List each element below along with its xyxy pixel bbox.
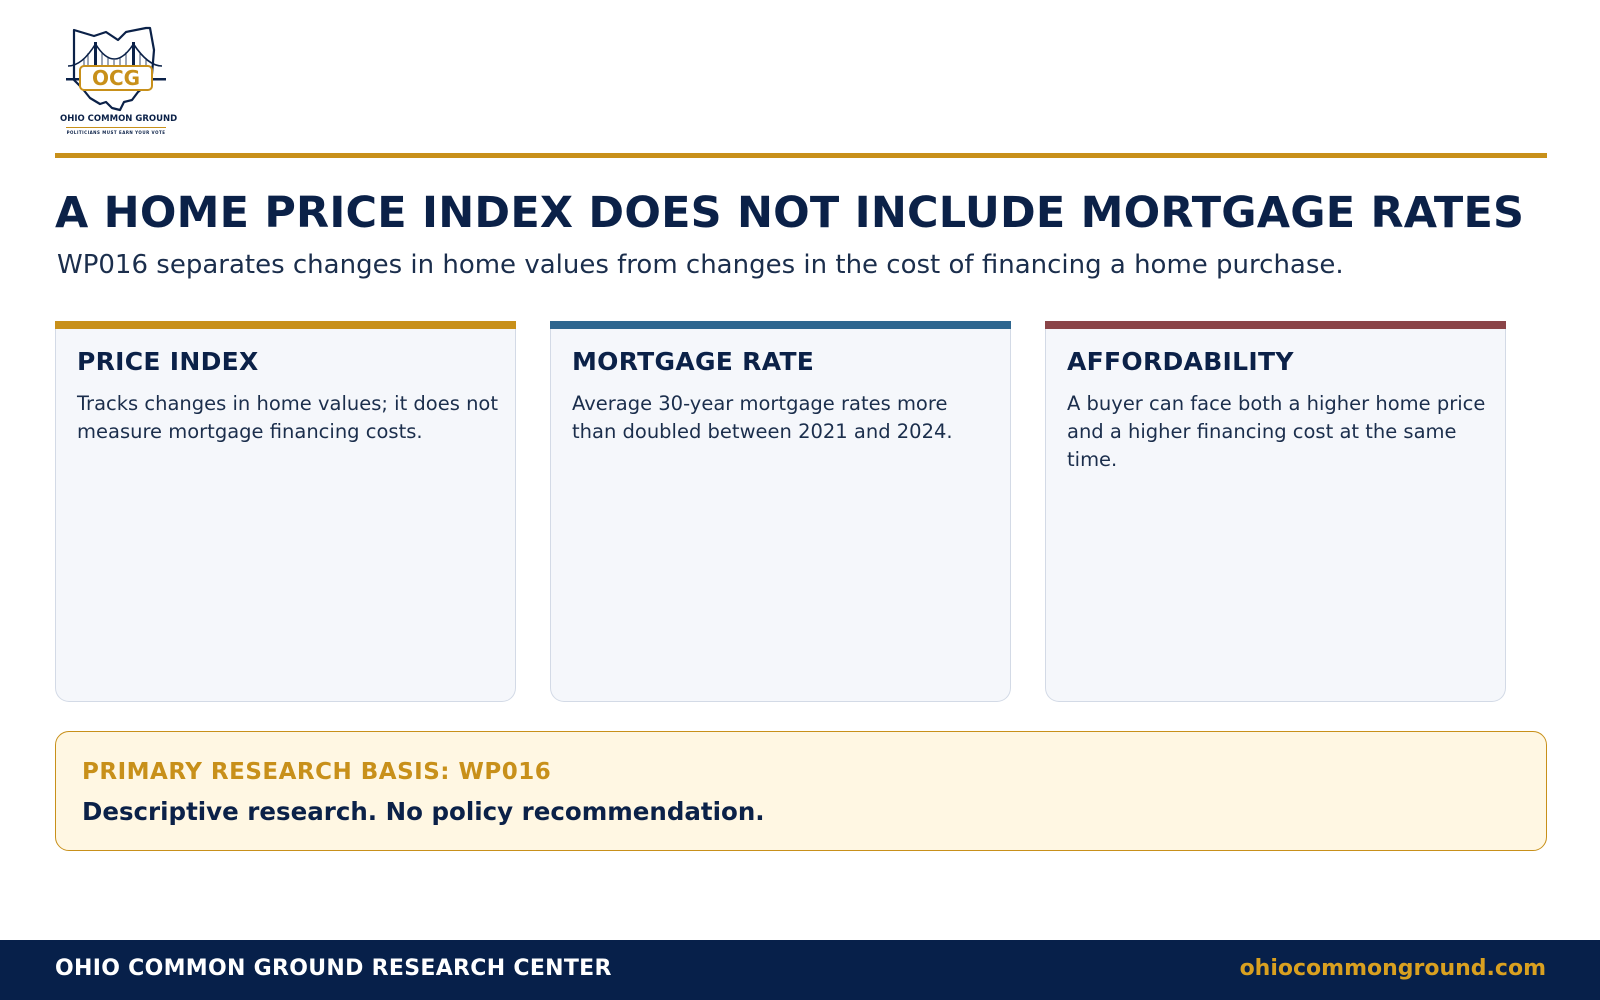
card-text: Average 30-year mortgage rates more than… bbox=[572, 392, 953, 443]
logo-divider bbox=[66, 127, 166, 128]
page-title: A HOME PRICE INDEX DOES NOT INCLUDE MORT… bbox=[55, 188, 1525, 238]
research-basis-text: Descriptive research. No policy recommen… bbox=[82, 797, 765, 826]
card-accent-bar bbox=[1045, 321, 1506, 329]
footer: OHIO COMMON GROUND RESEARCH CENTER ohioc… bbox=[0, 940, 1600, 1000]
card-accent-bar bbox=[550, 321, 1011, 329]
card-accent-bar bbox=[55, 321, 516, 329]
card-title: AFFORDABILITY bbox=[1067, 347, 1294, 376]
footer-org-name: OHIO COMMON GROUND RESEARCH CENTER bbox=[55, 956, 612, 981]
logo-tagline: POLITICIANS MUST EARN YOUR VOTE bbox=[66, 130, 166, 135]
card-text: Tracks changes in home values; it does n… bbox=[77, 392, 499, 443]
card-text: A buyer can face both a higher home pric… bbox=[1067, 392, 1486, 471]
card-title: MORTGAGE RATE bbox=[572, 347, 815, 376]
research-basis-callout: PRIMARY RESEARCH BASIS: WP016 Descriptiv… bbox=[55, 731, 1547, 851]
card-price-index: PRICE INDEX Tracks changes in home value… bbox=[55, 321, 516, 702]
footer-website-link[interactable]: ohiocommonground.com bbox=[1239, 956, 1546, 981]
header-divider bbox=[55, 153, 1547, 158]
ohio-bridge-logo-icon: OCG bbox=[66, 26, 166, 112]
ocg-logo: OCG OHIO COMMON GROUND POLITICIANS MUST … bbox=[60, 22, 178, 140]
card-affordability: AFFORDABILITY A buyer can face both a hi… bbox=[1045, 321, 1506, 702]
svg-text:OCG: OCG bbox=[92, 66, 140, 90]
page-subtitle: WP016 separates changes in home values f… bbox=[57, 250, 1344, 280]
card-title: PRICE INDEX bbox=[77, 347, 259, 376]
research-basis-label: PRIMARY RESEARCH BASIS: WP016 bbox=[82, 759, 552, 785]
logo-org-name: OHIO COMMON GROUND bbox=[60, 114, 178, 124]
card-mortgage-rate: MORTGAGE RATE Average 30-year mortgage r… bbox=[550, 321, 1011, 702]
